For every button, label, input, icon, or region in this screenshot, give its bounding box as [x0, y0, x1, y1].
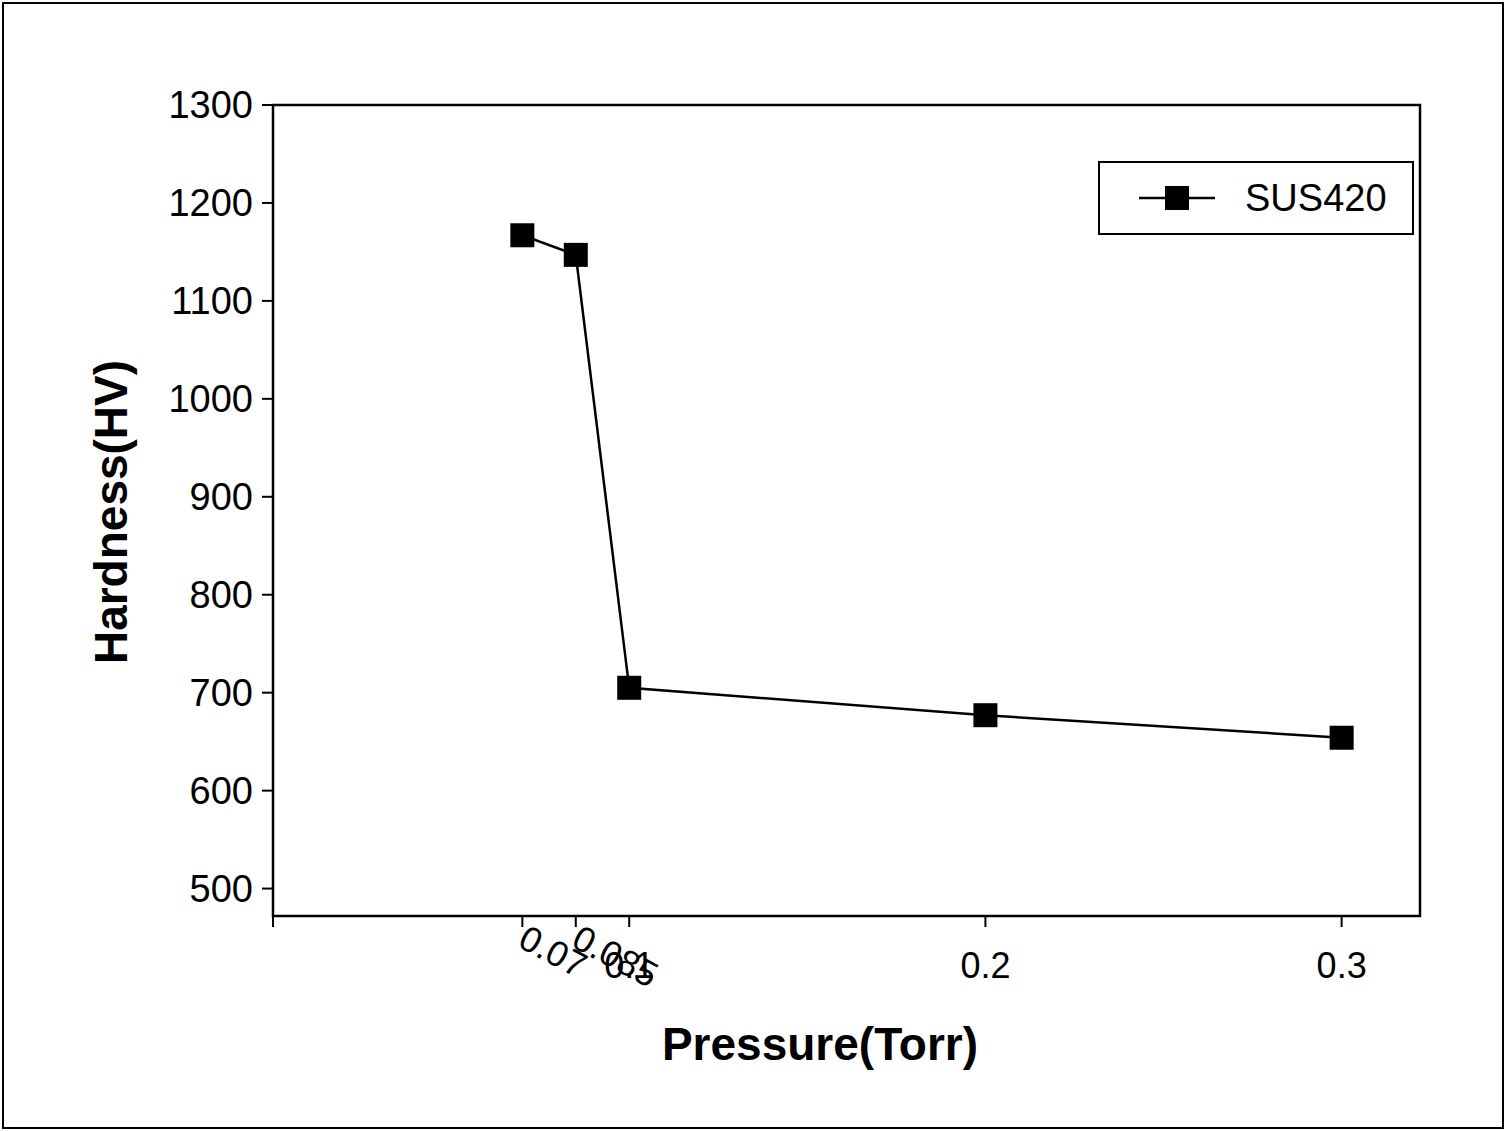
x-tick — [1341, 916, 1343, 927]
y-tick-label: 800 — [190, 574, 253, 616]
y-tick-label: 900 — [190, 476, 253, 518]
y-tick — [262, 104, 273, 106]
y-tick-label: 1300 — [168, 84, 253, 126]
chart-container: 50060070080090010001100120013000.070.085… — [0, 0, 1506, 1131]
x-tick — [575, 916, 577, 927]
series-marker — [510, 223, 534, 247]
legend-box — [1099, 162, 1413, 234]
y-tick — [262, 202, 273, 204]
series-marker — [973, 703, 997, 727]
plot-frame — [273, 105, 1420, 916]
legend: SUS420 — [1099, 162, 1413, 234]
y-tick — [262, 790, 273, 792]
y-tick-label: 1100 — [171, 280, 253, 322]
series-marker — [1330, 726, 1354, 750]
chart-svg: 50060070080090010001100120013000.070.085… — [0, 0, 1506, 1131]
y-tick-label: 700 — [190, 672, 253, 714]
y-axis-label: Hardness(HV) — [85, 360, 137, 664]
x-tick-label: 0.1 — [604, 945, 654, 986]
x-tick-label: 0.2 — [960, 945, 1010, 986]
y-tick — [262, 496, 273, 498]
x-axis-label: Pressure(Torr) — [662, 1018, 978, 1070]
x-tick — [521, 916, 523, 927]
series-marker — [617, 676, 641, 700]
y-tick — [262, 888, 273, 890]
y-tick — [262, 692, 273, 694]
y-tick — [262, 594, 273, 596]
x-tick — [628, 916, 630, 927]
legend-label: SUS420 — [1245, 177, 1387, 219]
y-tick-label: 1200 — [168, 182, 253, 224]
x-tick-label: 0.085 — [566, 917, 665, 995]
x-tick — [984, 916, 986, 927]
x-tick-label: 0.3 — [1317, 945, 1367, 986]
plot-marks — [510, 223, 1353, 749]
series-line — [522, 235, 1341, 737]
y-tick — [262, 300, 273, 302]
series-marker — [564, 243, 588, 267]
x-axis-end-tick — [272, 916, 274, 927]
legend-marker — [1165, 186, 1189, 210]
y-tick — [262, 398, 273, 400]
y-tick-label: 500 — [190, 868, 253, 910]
y-tick-label: 1000 — [168, 378, 253, 420]
outer-border — [3, 3, 1503, 1128]
y-tick-label: 600 — [190, 770, 253, 812]
